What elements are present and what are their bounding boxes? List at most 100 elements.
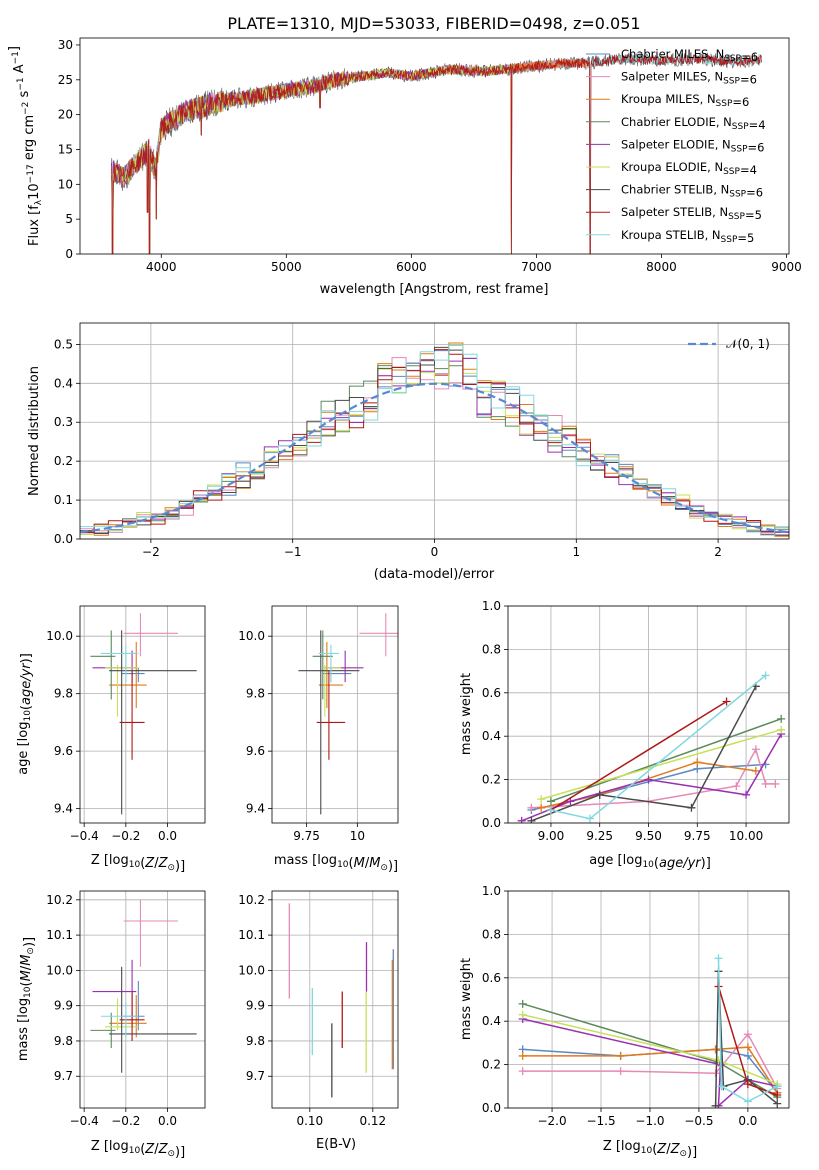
weight-point: [546, 805, 555, 814]
plot-area-age_z: [90, 613, 197, 815]
subscript: 10: [642, 860, 654, 870]
weight-point: [743, 1043, 752, 1052]
weight-point: [732, 782, 741, 791]
x-tick-label: 0.0: [158, 829, 177, 843]
spectrum-series-4: [110, 63, 512, 254]
subscript: SSP: [732, 122, 749, 132]
subscript: ⊙: [167, 863, 175, 873]
weight-point: [751, 745, 760, 754]
subscript: 10: [23, 986, 33, 998]
legend-entry: Salpeter ELODIE, NSSP=6: [621, 137, 764, 154]
weight-point: [742, 790, 751, 799]
subscript: ⊙: [26, 947, 36, 955]
label-part: M: [19, 955, 34, 966]
y-tick-label: 9.8: [54, 1034, 73, 1048]
x-axis-label: Z [log10(Z/Z⊙)]: [91, 853, 185, 874]
normal-curve: [80, 382, 789, 534]
label-part: )]: [22, 937, 37, 947]
label-part: Z: [158, 856, 169, 871]
weight-point: [773, 1099, 782, 1108]
label-part: A: [12, 64, 27, 77]
weight-point: [743, 1080, 752, 1089]
weight-point: [585, 814, 594, 823]
label-part: s: [17, 90, 32, 101]
x-tick-label: 10: [350, 829, 365, 843]
x-tick-label: −0.4: [70, 1114, 99, 1128]
subscript: 10: [129, 1146, 141, 1156]
y-tick-label: 0.6: [482, 971, 501, 985]
panel-residuals: −2 −1 0 1 2 0.0 0.1 0.2 0.3 0.4 0.5 𝒩(0, 1) (data-mo…: [27, 322, 790, 582]
y-tick-label: 9.9: [54, 999, 73, 1013]
subscript: λ: [34, 199, 44, 205]
y-tick-label: 0.8: [482, 642, 501, 656]
subscript: ⊙: [167, 1149, 175, 1159]
label-part: /: [154, 856, 159, 871]
spectrum-series-2: [110, 57, 587, 254]
y-tick-label: 9.6: [54, 744, 73, 758]
label-part: (: [140, 856, 145, 871]
y-tick-label: 0.4: [482, 1014, 501, 1028]
subscript: SSP: [723, 167, 740, 177]
x-tick-label: 6000: [396, 260, 427, 274]
label-part: M: [19, 970, 34, 981]
weight-point: [527, 803, 536, 812]
subscript: ⊙: [380, 863, 388, 873]
plot-area-weight_age: [517, 671, 786, 823]
axes-frame: [271, 890, 399, 1109]
x-tick-label: 0: [431, 545, 439, 559]
weight-point: [714, 954, 723, 963]
label-part: Z: [144, 1142, 155, 1157]
x-tick-label: 0.0: [738, 1114, 757, 1128]
spectrum-series-7: [110, 54, 762, 254]
subscript: SSP: [723, 77, 740, 87]
label-part: )]: [701, 856, 711, 871]
weight-point: [777, 714, 786, 723]
subscript: SSP: [716, 99, 733, 109]
label-part: =5: [745, 208, 762, 222]
y-tick-label: 10: [58, 177, 73, 191]
y-tick-label: 9.6: [246, 744, 265, 758]
plot-area-mass_z: [90, 899, 197, 1073]
y-axis-label: age [log10(age/yr)]: [16, 653, 34, 775]
legend-entry: Kroupa STELIB, NSSP=5: [621, 228, 754, 245]
weight-point: [743, 1051, 752, 1060]
y-tick-label: 10.1: [238, 928, 265, 942]
y-tick-label: 15: [58, 142, 73, 156]
weight-series-5: [540, 728, 782, 800]
axes-frame: [79, 322, 790, 540]
x-tick-label: 9.25: [586, 829, 613, 843]
x-tick-label: 9.75: [293, 829, 320, 843]
spectrum-series-5: [110, 64, 512, 254]
label-part: =6: [746, 186, 763, 200]
weight-point: [773, 1090, 782, 1099]
superscript: −1: [16, 77, 26, 90]
y-tick-label: 30: [58, 38, 73, 52]
weight-point: [761, 779, 770, 788]
y-axis-label: mass [log10(M/M⊙)]: [16, 937, 37, 1061]
y-tick-label: 0.5: [54, 337, 73, 351]
x-tick-label: 5000: [271, 260, 302, 274]
panel-age_z: −0.4 −0.2 0.0 9.4 9.6 9.8 10.0 Z [log10(Z/Z⊙)] a…: [16, 605, 206, 874]
x-tick-label: −0.2: [111, 829, 140, 843]
weight-point: [687, 803, 696, 812]
weight-series-6: [531, 685, 757, 822]
legend-entry: Chabrier STELIB, NSSP=6: [621, 183, 763, 200]
y-axis-label: Flux [fλ10−17 erg cm−2 s−1 A−1]: [7, 46, 44, 246]
label-part: Z: [670, 1142, 681, 1157]
weight-point: [711, 1101, 720, 1108]
y-tick-label: 9.4: [54, 802, 73, 816]
label-part: )]: [687, 1145, 697, 1160]
x-axis-label: Z [log10(Z/Z⊙)]: [91, 1139, 185, 1160]
weight-point: [518, 999, 527, 1008]
y-axis-label: mass weight: [459, 958, 474, 1040]
y-tick-label: 10.0: [46, 629, 73, 643]
weight-point: [773, 1082, 782, 1091]
weight-point: [777, 725, 786, 734]
x-tick-label: 9.00: [538, 829, 565, 843]
y-tick-label: 0.4: [54, 376, 73, 390]
label-part: )]: [19, 653, 34, 663]
y-tick-label: 0: [65, 247, 73, 261]
histogram-series-8: [80, 345, 789, 536]
panel-mass_ebv: 0.10 0.12 9.7 9.8 9.9 10.0 10.1 10.2 E(B-V): [238, 890, 399, 1152]
x-tick-label: 0.0: [158, 1114, 177, 1128]
